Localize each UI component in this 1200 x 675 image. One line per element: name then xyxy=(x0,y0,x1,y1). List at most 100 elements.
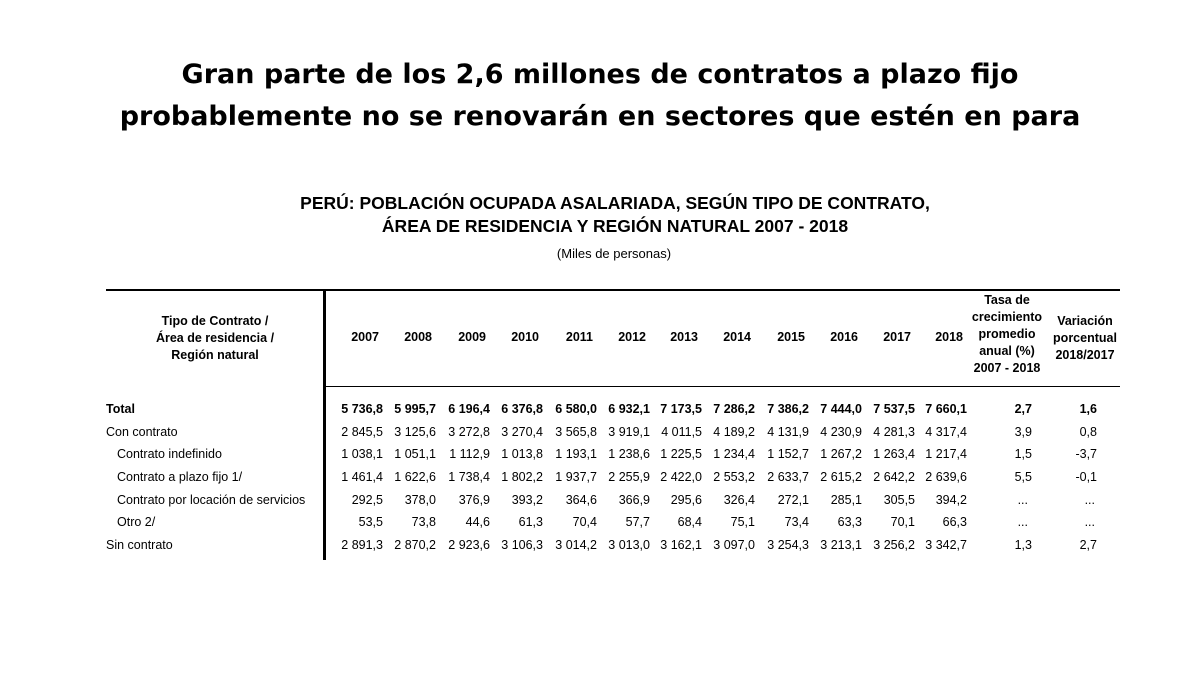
growth-header-line: anual (%) xyxy=(979,344,1035,358)
slide-title-line-2: probablemente no se renovarán en sectore… xyxy=(119,101,1081,132)
cell: 66,3 xyxy=(942,515,967,530)
year-header: 2008 xyxy=(404,330,432,344)
cell: 2 845,5 xyxy=(341,424,383,439)
year-header: 2007 xyxy=(351,330,379,344)
stub-header-line: Tipo de Contrato / xyxy=(161,314,269,328)
cell: 4 189,2 xyxy=(713,424,755,439)
cell: 3 162,1 xyxy=(660,537,702,552)
year-header: 2012 xyxy=(618,330,646,344)
cell: 5 995,7 xyxy=(394,402,436,417)
cell: 7 173,5 xyxy=(660,402,702,417)
variation-header-line: porcentual xyxy=(1053,331,1117,345)
cell: 1 152,7 xyxy=(767,447,809,462)
cell: 2 891,3 xyxy=(341,537,383,552)
growth-cell: ... xyxy=(1017,515,1028,530)
year-header: 2014 xyxy=(723,330,751,344)
stub-header: Tipo de Contrato / Área de residencia / … xyxy=(120,313,310,364)
cell: 295,6 xyxy=(670,492,702,507)
cell: 2 615,2 xyxy=(820,470,862,485)
year-header: 2011 xyxy=(565,330,593,344)
cell: 1 802,2 xyxy=(501,470,543,485)
slide-title-line-1: Gran parte de los 2,6 millones de contra… xyxy=(181,59,1019,90)
growth-cell: 1,3 xyxy=(1014,537,1032,552)
variation-cell: ... xyxy=(1084,492,1095,507)
growth-cell: 2,7 xyxy=(1014,402,1032,417)
cell: 366,9 xyxy=(618,492,650,507)
cell: 73,4 xyxy=(784,515,809,530)
stub-divider xyxy=(323,289,326,560)
cell: 7 286,2 xyxy=(713,402,755,417)
cell: 2 923,6 xyxy=(448,537,490,552)
variation-cell: 0,8 xyxy=(1079,424,1097,439)
cell: 378,0 xyxy=(404,492,436,507)
growth-header: Tasa de crecimiento promedio anual (%) 2… xyxy=(962,292,1052,377)
table-title: PERÚ: POBLACIÓN OCUPADA ASALARIADA, SEGÚ… xyxy=(0,192,1200,238)
variation-cell: ... xyxy=(1084,515,1095,530)
cell: 7 444,0 xyxy=(820,402,862,417)
cell: 3 097,0 xyxy=(713,537,755,552)
cell: 2 633,7 xyxy=(767,470,809,485)
cell: 5 736,8 xyxy=(341,402,383,417)
variation-header: Variación porcentual 2018/2017 xyxy=(1045,313,1125,364)
cell: 75,1 xyxy=(730,515,755,530)
cell: 2 422,0 xyxy=(660,470,702,485)
cell: 1 461,4 xyxy=(341,470,383,485)
cell: 1 234,4 xyxy=(713,447,755,462)
cell: 4 281,3 xyxy=(873,424,915,439)
cell: 3 254,3 xyxy=(767,537,809,552)
year-header: 2018 xyxy=(935,330,963,344)
table-top-rule xyxy=(106,289,1120,291)
cell: 3 565,8 xyxy=(555,424,597,439)
table-title-line-1: PERÚ: POBLACIÓN OCUPADA ASALARIADA, SEGÚ… xyxy=(300,193,930,213)
cell: 1 263,4 xyxy=(873,447,915,462)
cell: 285,1 xyxy=(830,492,862,507)
cell: 4 230,9 xyxy=(820,424,862,439)
growth-header-line: promedio xyxy=(978,327,1036,341)
cell: 3 013,0 xyxy=(608,537,650,552)
cell: 3 270,4 xyxy=(501,424,543,439)
cell: 44,6 xyxy=(465,515,490,530)
variation-cell: -3,7 xyxy=(1075,447,1097,462)
cell: 3 342,7 xyxy=(925,537,967,552)
cell: 6 196,4 xyxy=(448,402,490,417)
stub-header-line: Región natural xyxy=(171,348,259,362)
variation-header-line: 2018/2017 xyxy=(1055,348,1115,362)
stub-header-line: Área de residencia / xyxy=(155,331,275,345)
year-header: 2016 xyxy=(830,330,858,344)
cell: 2 639,6 xyxy=(925,470,967,485)
cell: 70,1 xyxy=(890,515,915,530)
row-label: Sin contrato xyxy=(106,537,173,552)
cell: 1 937,7 xyxy=(555,470,597,485)
cell: 1 738,4 xyxy=(448,470,490,485)
year-header: 2017 xyxy=(883,330,911,344)
growth-header-line: crecimiento xyxy=(971,310,1043,324)
growth-header-line: 2007 - 2018 xyxy=(973,361,1041,375)
growth-cell: ... xyxy=(1017,492,1028,507)
cell: 1 217,4 xyxy=(925,447,967,462)
cell: 4 011,5 xyxy=(661,424,702,439)
table-row: Con contrato 2 845,5 3 125,6 3 272,8 3 2… xyxy=(106,421,1125,444)
cell: 3 014,2 xyxy=(555,537,597,552)
cell: 70,4 xyxy=(572,515,597,530)
cell: 7 660,1 xyxy=(925,402,967,417)
cell: 1 112,9 xyxy=(449,447,490,462)
year-header: 2013 xyxy=(670,330,698,344)
cell: 6 580,0 xyxy=(555,402,597,417)
cell: 376,9 xyxy=(458,492,490,507)
variation-cell: -0,1 xyxy=(1075,470,1097,485)
row-label: Contrato indefinido xyxy=(117,447,222,462)
year-header: 2009 xyxy=(458,330,486,344)
row-label: Otro 2/ xyxy=(117,515,156,530)
year-header: 2015 xyxy=(777,330,805,344)
cell: 1 267,2 xyxy=(820,447,862,462)
cell: 364,6 xyxy=(565,492,597,507)
cell: 4 131,9 xyxy=(767,424,809,439)
growth-cell: 3,9 xyxy=(1014,424,1032,439)
cell: 1 051,1 xyxy=(394,447,436,462)
table-row: Otro 2/ 53,5 73,8 44,6 61,3 70,4 57,7 68… xyxy=(106,511,1125,534)
row-label: Total xyxy=(106,402,135,417)
cell: 3 272,8 xyxy=(448,424,490,439)
cell: 2 870,2 xyxy=(394,537,436,552)
table-row: Sin contrato 2 891,3 2 870,2 2 923,6 3 1… xyxy=(106,534,1125,557)
cell: 1 622,6 xyxy=(394,470,436,485)
